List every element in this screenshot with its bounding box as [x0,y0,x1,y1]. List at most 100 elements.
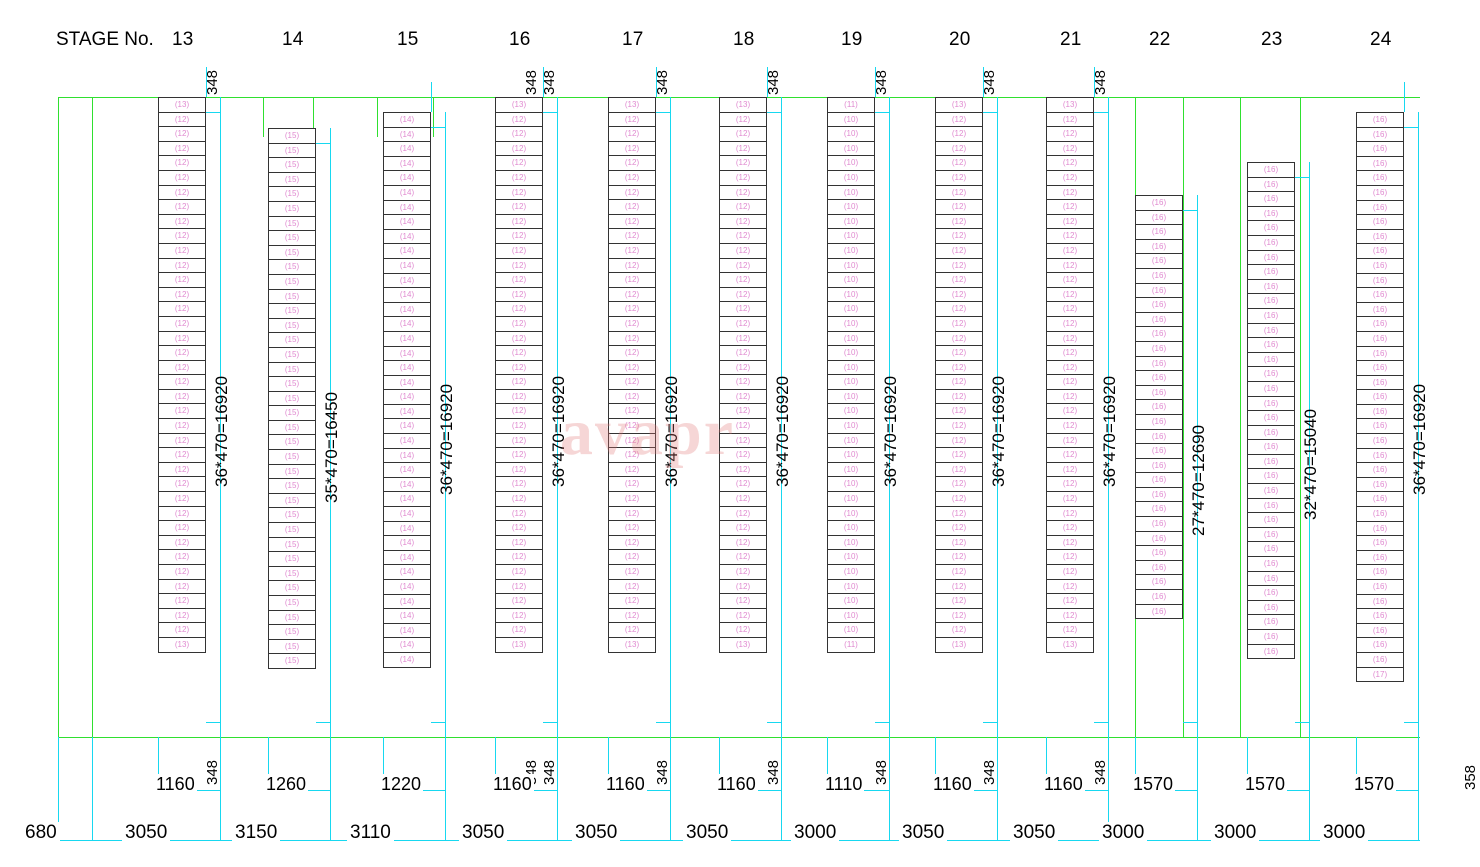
beam-cell[interactable]: (16) [1135,355,1183,372]
beam-cell[interactable]: (16) [1356,155,1404,172]
beam-cell[interactable]: (12) [935,461,983,478]
beam-cell[interactable]: (16) [1356,214,1404,230]
beam-cell[interactable]: (14) [383,301,431,318]
beam-cell[interactable]: (16) [1247,220,1295,236]
beam-cell[interactable]: (12) [719,155,767,171]
beam-cell[interactable]: (16) [1247,541,1295,558]
beam-cell[interactable]: (16) [1356,622,1404,639]
beam-cell[interactable]: (16) [1356,141,1404,157]
beam-cell[interactable]: (15) [268,171,316,188]
beam-cell[interactable]: (12) [935,505,983,522]
beam-cell[interactable]: (16) [1247,483,1295,499]
beam-cell[interactable]: (16) [1247,234,1295,251]
beam-cell[interactable]: (12) [719,301,767,317]
beam-cell[interactable]: (13) [1046,97,1094,113]
beam-cell[interactable]: (10) [827,622,875,638]
beam-cell[interactable]: (12) [1046,359,1094,376]
beam-cell[interactable]: (16) [1356,491,1404,508]
beam-cell[interactable]: (12) [935,345,983,361]
beam-cell[interactable]: (12) [1046,578,1094,595]
beam-cell[interactable]: (12) [608,213,656,230]
beam-cell[interactable]: (10) [827,228,875,244]
beam-cell[interactable]: (16) [1135,574,1183,591]
beam-cell[interactable]: (12) [935,374,983,390]
beam-cell[interactable]: (12) [719,315,767,332]
beam-cell[interactable]: (15) [268,624,316,640]
beam-cell[interactable]: (15) [268,273,316,290]
beam-cell[interactable]: (12) [719,447,767,463]
beam-cell[interactable]: (15) [268,434,316,451]
beam-cell[interactable]: (12) [1046,418,1094,434]
beam-cell[interactable]: (12) [158,330,206,347]
beam-cell[interactable]: (12) [158,184,206,201]
beam-cell[interactable]: (12) [608,461,656,478]
beam-cell[interactable]: (16) [1356,374,1404,391]
beam-cell[interactable]: (12) [935,491,983,507]
beam-cell[interactable]: (12) [495,461,543,478]
beam-cell[interactable]: (16) [1356,651,1404,668]
beam-cell[interactable]: (12) [158,345,206,361]
beam-cell[interactable]: (15) [268,317,316,334]
beam-cell[interactable]: (12) [495,111,543,128]
beam-cell[interactable]: (14) [383,214,431,230]
beam-cell[interactable]: (12) [608,330,656,347]
beam-cell[interactable]: (16) [1135,297,1183,313]
beam-cell[interactable]: (16) [1356,126,1404,143]
beam-cell[interactable]: (14) [383,272,431,289]
beam-cell[interactable]: (10) [827,169,875,186]
beam-cell[interactable]: (12) [719,461,767,478]
beam-stack-stage-19[interactable]: (11) (10) (10) (10) (10) (10) (10) (10) (10) (10)… [827,97,875,653]
beam-cell[interactable]: (16) [1135,224,1183,240]
beam-cell[interactable]: (16) [1135,384,1183,401]
beam-cell[interactable]: (12) [719,476,767,493]
beam-cell[interactable]: (16) [1135,545,1183,561]
beam-cell[interactable]: (16) [1356,316,1404,332]
beam-cell[interactable]: (13) [935,97,983,113]
beam-cell[interactable]: (14) [383,637,431,653]
beam-cell[interactable]: (16) [1135,428,1183,445]
beam-cell[interactable]: (12) [1046,549,1094,565]
beam-cell[interactable]: (16) [1135,516,1183,532]
beam-cell[interactable]: (10) [827,564,875,580]
beam-cell[interactable]: (16) [1356,243,1404,259]
beam-cell[interactable]: (16) [1247,570,1295,587]
beam-cell[interactable]: (15) [268,565,316,582]
beam-cell[interactable]: (12) [158,213,206,230]
beam-cell[interactable]: (16) [1356,170,1404,186]
beam-cell[interactable]: (12) [608,155,656,171]
beam-cell[interactable]: (15) [268,230,316,246]
beam-cell[interactable]: (14) [383,564,431,580]
beam-cell[interactable]: (15) [268,551,316,567]
beam-cell[interactable]: (12) [935,578,983,595]
beam-cell[interactable]: (12) [935,447,983,463]
beam-cell[interactable]: (16) [1356,330,1404,347]
beam-cell[interactable]: (16) [1356,403,1404,420]
beam-cell[interactable]: (12) [158,622,206,638]
beam-cell[interactable]: (12) [608,476,656,493]
beam-cell[interactable]: (12) [495,418,543,434]
beam-cell[interactable]: (16) [1135,486,1183,503]
beam-cell[interactable]: (12) [608,359,656,376]
beam-cell[interactable]: (16) [1135,443,1183,459]
beam-cell[interactable]: (14) [383,141,431,157]
beam-cell[interactable]: (14) [383,622,431,639]
beam-cell[interactable]: (16) [1135,370,1183,386]
beam-cell[interactable]: (12) [935,418,983,434]
beam-cell[interactable]: (12) [495,534,543,551]
beam-cell[interactable]: (12) [158,228,206,244]
beam-cell[interactable]: (12) [608,534,656,551]
beam-cell[interactable]: (12) [1046,286,1094,303]
beam-cell[interactable]: (16) [1247,439,1295,455]
beam-cell[interactable]: (12) [1046,272,1094,288]
beam-cell[interactable]: (12) [719,111,767,128]
beam-cell[interactable]: (14) [383,549,431,566]
beam-cell[interactable]: (10) [827,184,875,201]
beam-cell[interactable]: (12) [608,432,656,449]
beam-cell[interactable]: (10) [827,345,875,361]
beam-cell[interactable]: (10) [827,257,875,274]
beam-cell[interactable]: (15) [268,595,316,611]
beam-cell[interactable]: (13) [158,636,206,653]
beam-cell[interactable]: (12) [608,169,656,186]
beam-cell[interactable]: (16) [1356,272,1404,289]
beam-cell[interactable]: (12) [608,374,656,390]
